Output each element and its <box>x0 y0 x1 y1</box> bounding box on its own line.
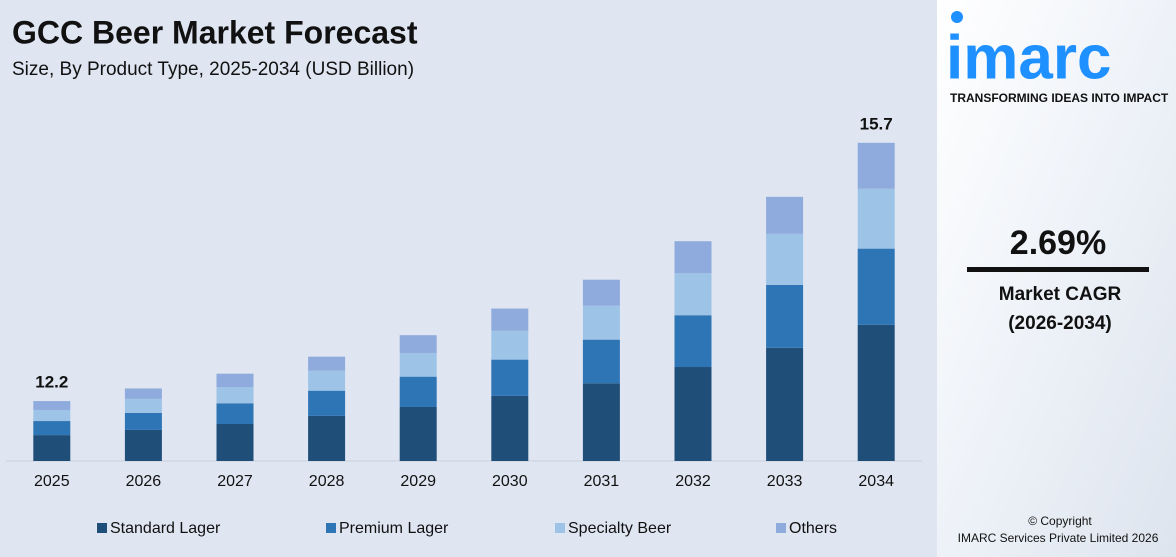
total-label: 12.2 <box>35 373 68 392</box>
bar-segment <box>766 284 804 348</box>
bar-segment <box>124 429 162 461</box>
bar-segment <box>857 248 895 325</box>
bar-segment <box>582 339 620 384</box>
bar-segment <box>399 406 437 461</box>
bar-segment <box>399 352 437 377</box>
bar-segment <box>766 233 804 285</box>
bar-segment <box>582 279 620 306</box>
legend-swatch <box>555 523 565 533</box>
bar-segment <box>491 330 529 360</box>
x-tick-label: 2028 <box>309 473 345 490</box>
bar-segment <box>33 409 71 422</box>
bar-segment <box>491 308 529 331</box>
x-tick-label: 2033 <box>767 473 803 490</box>
copyright: © Copyright <box>1028 514 1092 528</box>
bar-segment <box>216 373 254 387</box>
cagr-label: Market CAGR <box>999 284 1122 305</box>
bar-segment <box>582 305 620 340</box>
bar-segment <box>308 356 346 371</box>
logo: imarc <box>946 23 1111 92</box>
x-tick-label: 2027 <box>217 473 253 490</box>
company: IMARC Services Private Limited 2026 <box>958 531 1159 545</box>
bar-segment <box>308 415 346 461</box>
bar-segment <box>674 241 712 274</box>
bar-segment <box>491 395 529 461</box>
chart-title: GCC Beer Market Forecast <box>12 14 418 50</box>
x-tick-label: 2032 <box>675 473 711 490</box>
bar-segment <box>308 370 346 391</box>
bar-segment <box>216 387 254 404</box>
bar-segment <box>216 403 254 424</box>
bar-segment <box>857 142 895 189</box>
x-tick-label: 2029 <box>400 473 436 490</box>
legend-label: Others <box>789 520 837 537</box>
logo-dot <box>951 11 963 23</box>
bar-segment <box>33 421 71 436</box>
legend-label: Premium Lager <box>339 520 449 537</box>
x-tick-label: 2031 <box>584 473 620 490</box>
cagr-rule <box>967 267 1149 272</box>
total-label: 15.7 <box>860 114 893 133</box>
bar-segment <box>124 398 162 413</box>
bar-segment <box>33 401 71 410</box>
bar-segment <box>124 412 162 430</box>
bar-segment <box>674 367 712 461</box>
legend-swatch <box>97 523 107 533</box>
bar-segment <box>491 359 529 396</box>
chart-subtitle: Size, By Product Type, 2025-2034 (USD Bi… <box>12 59 414 80</box>
bar-segment <box>766 196 804 234</box>
bar-segment <box>857 324 895 461</box>
bar-segment <box>674 273 712 316</box>
bar-segment <box>857 188 895 249</box>
bar-segment <box>216 424 254 461</box>
bar-segment <box>674 315 712 368</box>
legend-label: Standard Lager <box>110 520 221 537</box>
bar-segment <box>582 383 620 461</box>
bar-segment <box>399 335 437 353</box>
x-tick-label: 2030 <box>492 473 528 490</box>
bar-segment <box>308 390 346 416</box>
x-tick-label: 2034 <box>858 473 894 490</box>
x-tick-label: 2025 <box>34 473 70 490</box>
bar-segment <box>399 376 437 407</box>
side-panel <box>937 0 1176 557</box>
legend-swatch <box>326 523 336 533</box>
legend-swatch <box>776 523 786 533</box>
bar-segment <box>33 435 71 461</box>
bar-segment <box>766 347 804 461</box>
tagline: TRANSFORMING IDEAS INTO IMPACT <box>950 91 1169 105</box>
cagr-period: (2026-2034) <box>1008 313 1112 334</box>
bar-segment <box>124 388 162 399</box>
x-tick-label: 2026 <box>126 473 162 490</box>
cagr-value: 2.69% <box>1010 224 1106 262</box>
legend-label: Specialty Beer <box>568 520 672 537</box>
